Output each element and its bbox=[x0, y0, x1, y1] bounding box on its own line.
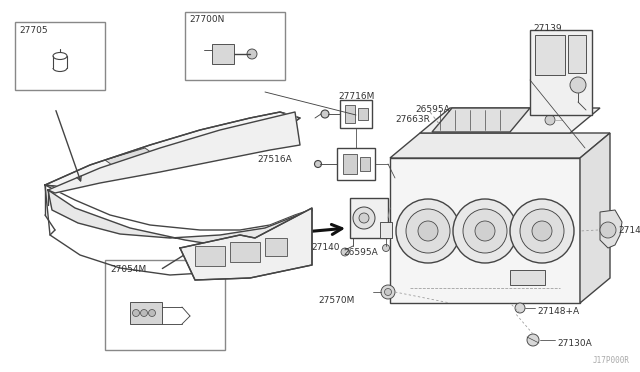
Circle shape bbox=[385, 289, 392, 295]
Text: 27054M: 27054M bbox=[110, 265, 147, 274]
Bar bbox=[195, 246, 225, 266]
Circle shape bbox=[314, 160, 321, 167]
Bar bbox=[358, 108, 368, 120]
Circle shape bbox=[532, 221, 552, 241]
Text: 27705: 27705 bbox=[19, 26, 47, 35]
Polygon shape bbox=[420, 108, 600, 133]
Text: 27130A: 27130A bbox=[557, 339, 592, 347]
Polygon shape bbox=[600, 210, 622, 248]
Bar bbox=[105, 260, 225, 350]
Polygon shape bbox=[45, 112, 300, 188]
Circle shape bbox=[418, 221, 438, 241]
Circle shape bbox=[148, 310, 156, 317]
Bar bbox=[568, 35, 586, 73]
Bar bbox=[345, 105, 355, 123]
Circle shape bbox=[510, 199, 574, 263]
Circle shape bbox=[359, 213, 369, 223]
Bar bbox=[380, 222, 392, 238]
Bar bbox=[337, 148, 375, 180]
Polygon shape bbox=[390, 133, 610, 158]
Text: 26595A: 26595A bbox=[415, 105, 450, 114]
Text: 27139: 27139 bbox=[533, 24, 562, 33]
Bar bbox=[15, 22, 105, 90]
Text: 27148: 27148 bbox=[618, 226, 640, 235]
Bar bbox=[530, 30, 592, 115]
Text: 27570M: 27570M bbox=[319, 296, 355, 305]
Circle shape bbox=[527, 334, 539, 346]
Circle shape bbox=[353, 207, 375, 229]
Bar bbox=[340, 100, 372, 128]
Polygon shape bbox=[432, 108, 530, 132]
Circle shape bbox=[520, 209, 564, 253]
Bar bbox=[185, 12, 285, 80]
Polygon shape bbox=[180, 208, 312, 280]
Circle shape bbox=[515, 303, 525, 313]
Circle shape bbox=[132, 310, 140, 317]
Polygon shape bbox=[175, 132, 232, 153]
Bar bbox=[265, 238, 287, 256]
Circle shape bbox=[341, 248, 349, 256]
Circle shape bbox=[381, 285, 395, 299]
Bar bbox=[343, 154, 357, 174]
Circle shape bbox=[383, 244, 390, 251]
Circle shape bbox=[463, 209, 507, 253]
Text: 27700N: 27700N bbox=[189, 15, 225, 24]
Circle shape bbox=[396, 199, 460, 263]
Bar bbox=[350, 198, 388, 238]
Text: 27148+A: 27148+A bbox=[537, 307, 579, 315]
Text: 27663R: 27663R bbox=[395, 115, 430, 124]
Polygon shape bbox=[48, 112, 300, 193]
Text: 27516A: 27516A bbox=[257, 155, 292, 164]
Text: 27716M: 27716M bbox=[338, 92, 374, 101]
Polygon shape bbox=[105, 148, 155, 167]
Circle shape bbox=[321, 110, 329, 118]
Bar bbox=[390, 158, 580, 303]
Text: 27140: 27140 bbox=[312, 243, 340, 252]
Text: 26595A: 26595A bbox=[343, 248, 378, 257]
Bar bbox=[212, 44, 234, 64]
Circle shape bbox=[247, 49, 257, 59]
Circle shape bbox=[406, 209, 450, 253]
Bar bbox=[360, 157, 370, 171]
Bar bbox=[535, 35, 565, 75]
Bar bbox=[510, 270, 545, 285]
Text: J17P000R: J17P000R bbox=[593, 356, 630, 365]
Polygon shape bbox=[580, 133, 610, 303]
Circle shape bbox=[453, 199, 517, 263]
Circle shape bbox=[570, 77, 586, 93]
Bar bbox=[130, 302, 162, 324]
Bar bbox=[230, 242, 260, 262]
Polygon shape bbox=[48, 190, 312, 248]
Circle shape bbox=[475, 221, 495, 241]
Circle shape bbox=[600, 222, 616, 238]
Circle shape bbox=[141, 310, 147, 317]
Circle shape bbox=[545, 115, 555, 125]
